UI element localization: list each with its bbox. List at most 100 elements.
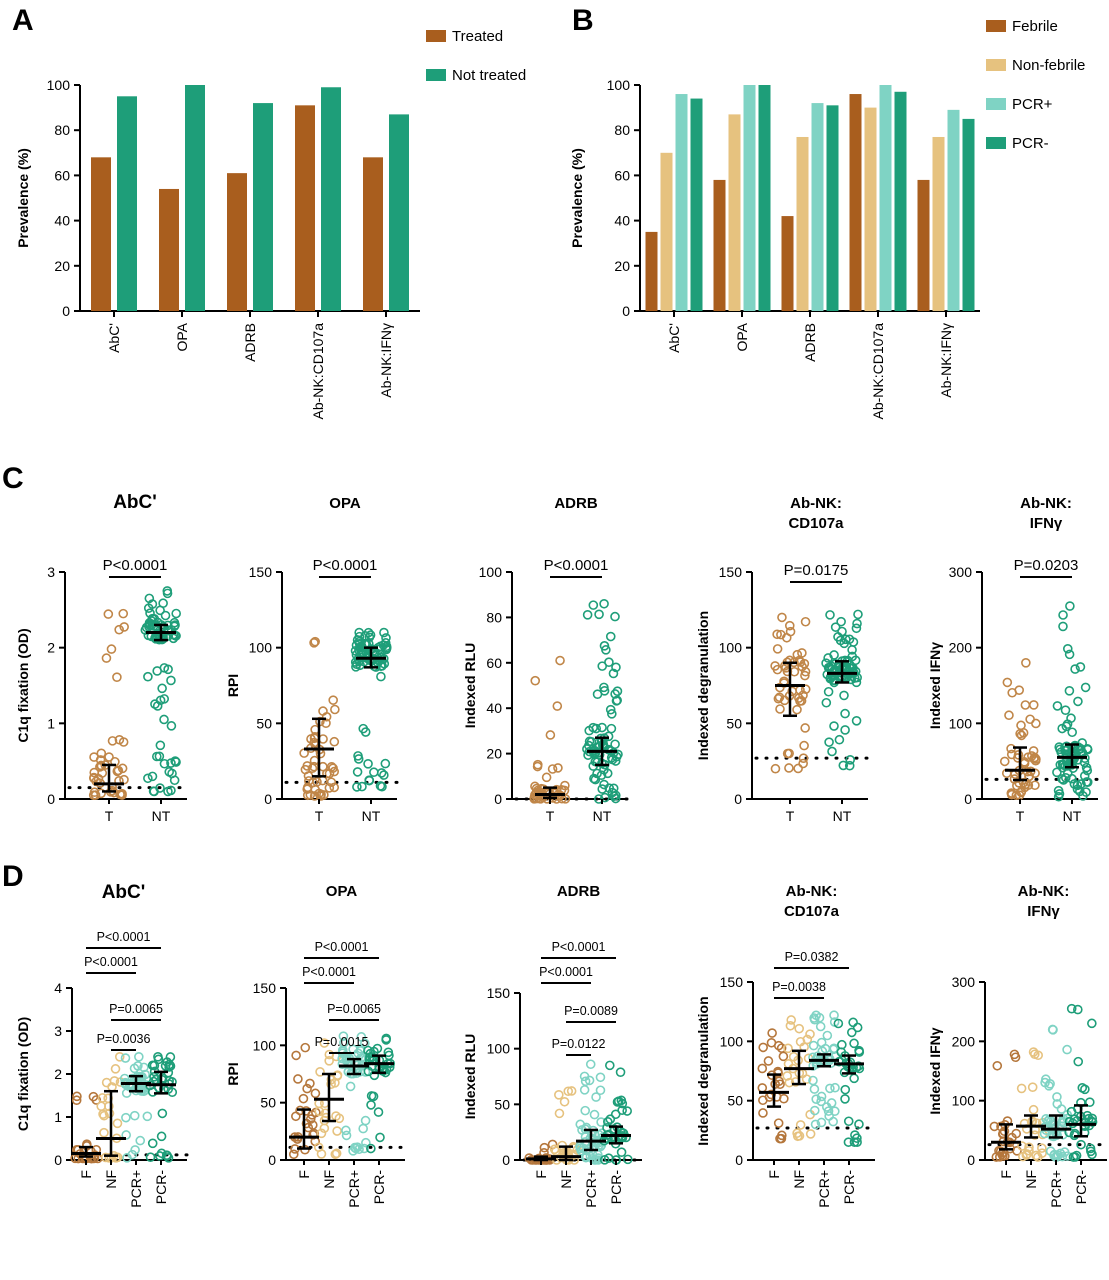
data-point xyxy=(1017,1141,1027,1151)
data-point xyxy=(824,737,834,747)
data-point xyxy=(329,736,340,747)
data-point xyxy=(1031,718,1041,729)
data-point xyxy=(147,1138,158,1149)
bar xyxy=(690,98,703,311)
data-point xyxy=(361,1137,371,1148)
data-point xyxy=(1073,1056,1084,1067)
x-tick-label: AbC' xyxy=(106,323,122,353)
data-point xyxy=(834,734,845,745)
chart-title: AbC' xyxy=(102,882,146,903)
data-point xyxy=(772,629,782,640)
data-point xyxy=(1021,657,1031,668)
data-point xyxy=(539,1142,550,1153)
data-point xyxy=(794,1023,805,1034)
y-tick-label: 60 xyxy=(54,167,70,183)
y-tick-label: 0 xyxy=(622,303,630,319)
data-point xyxy=(300,764,311,775)
data-point xyxy=(1066,1003,1077,1014)
data-point xyxy=(339,1037,349,1048)
data-point xyxy=(118,737,129,747)
data-point xyxy=(103,609,114,619)
x-tick-label: PCR+ xyxy=(816,1170,832,1208)
bar xyxy=(796,136,809,311)
data-point xyxy=(828,1116,838,1127)
data-point xyxy=(1080,1084,1090,1095)
y-tick-label: 0 xyxy=(967,1152,975,1168)
data-point xyxy=(357,781,367,792)
x-tick-label: NT xyxy=(152,808,171,824)
data-point xyxy=(615,1067,626,1077)
y-tick-label: 0 xyxy=(268,1152,276,1168)
y-axis-label: Indexed degranulation xyxy=(695,611,711,760)
data-point xyxy=(840,1084,851,1095)
data-point xyxy=(366,1100,376,1110)
data-point xyxy=(369,767,379,778)
data-point xyxy=(623,1154,633,1165)
x-tick-label: Ab-NK:IFNγ xyxy=(938,323,954,398)
data-point xyxy=(802,1034,813,1045)
data-point xyxy=(338,1031,349,1041)
data-point xyxy=(1076,1139,1086,1150)
data-point xyxy=(541,772,552,783)
data-point xyxy=(366,1143,376,1154)
data-point xyxy=(851,715,862,726)
data-point xyxy=(608,668,619,679)
data-point xyxy=(99,1127,109,1138)
data-point xyxy=(89,752,99,762)
y-tick-label: 40 xyxy=(614,213,630,229)
scatter-chart-c2: 0 50 100 150 T NT P<0.0001 RPI OPA xyxy=(225,495,399,824)
data-point xyxy=(779,678,789,688)
y-tick-label: 20 xyxy=(54,258,70,274)
data-point xyxy=(1011,1128,1022,1139)
data-point xyxy=(816,1117,827,1128)
data-point xyxy=(1087,1018,1097,1029)
data-point xyxy=(1052,1092,1062,1102)
data-point xyxy=(839,690,849,701)
data-point xyxy=(588,1134,599,1145)
data-point xyxy=(298,1093,309,1104)
data-point xyxy=(758,1095,768,1106)
data-point xyxy=(358,1123,368,1134)
data-point xyxy=(72,1091,82,1102)
data-point xyxy=(821,1102,832,1112)
y-tick-label: 0 xyxy=(964,791,972,807)
data-point xyxy=(843,1116,854,1127)
x-tick-label: ADRB xyxy=(802,323,818,362)
bar xyxy=(389,114,409,311)
legend-swatch xyxy=(426,30,446,42)
data-point xyxy=(1037,1143,1047,1153)
chart-title-line: IFNγ xyxy=(1030,515,1063,532)
data-point xyxy=(165,1061,176,1071)
chart-title-line: Ab-NK: xyxy=(786,883,838,900)
data-point xyxy=(592,689,603,699)
data-point xyxy=(329,782,340,793)
y-tick-label: 150 xyxy=(719,564,743,580)
y-axis-label: RPI xyxy=(225,674,241,697)
data-point xyxy=(610,689,620,699)
data-point xyxy=(145,1152,156,1162)
y-tick-label: 0 xyxy=(62,303,70,319)
data-point xyxy=(597,661,608,671)
y-tick-label: 150 xyxy=(253,980,277,996)
data-point xyxy=(1062,1044,1072,1055)
data-point xyxy=(104,1108,115,1119)
data-point xyxy=(547,764,558,774)
y-tick-label: 1 xyxy=(54,1109,62,1125)
data-point xyxy=(319,1038,330,1048)
data-point xyxy=(795,1120,806,1130)
y-axis-label: Indexed IFNγ xyxy=(927,1027,943,1114)
x-tick-label: NF xyxy=(558,1170,574,1189)
y-tick-label: 4 xyxy=(54,980,62,996)
data-point xyxy=(152,751,162,762)
data-point xyxy=(364,775,375,785)
data-point xyxy=(783,1043,793,1054)
data-point xyxy=(107,736,118,746)
data-point xyxy=(989,1121,1000,1132)
data-point xyxy=(153,1054,164,1065)
data-point xyxy=(784,748,794,759)
data-point xyxy=(375,641,386,652)
data-point xyxy=(589,773,599,784)
data-point xyxy=(1029,753,1039,764)
data-point xyxy=(341,1130,352,1141)
y-tick-label: 300 xyxy=(952,974,976,990)
